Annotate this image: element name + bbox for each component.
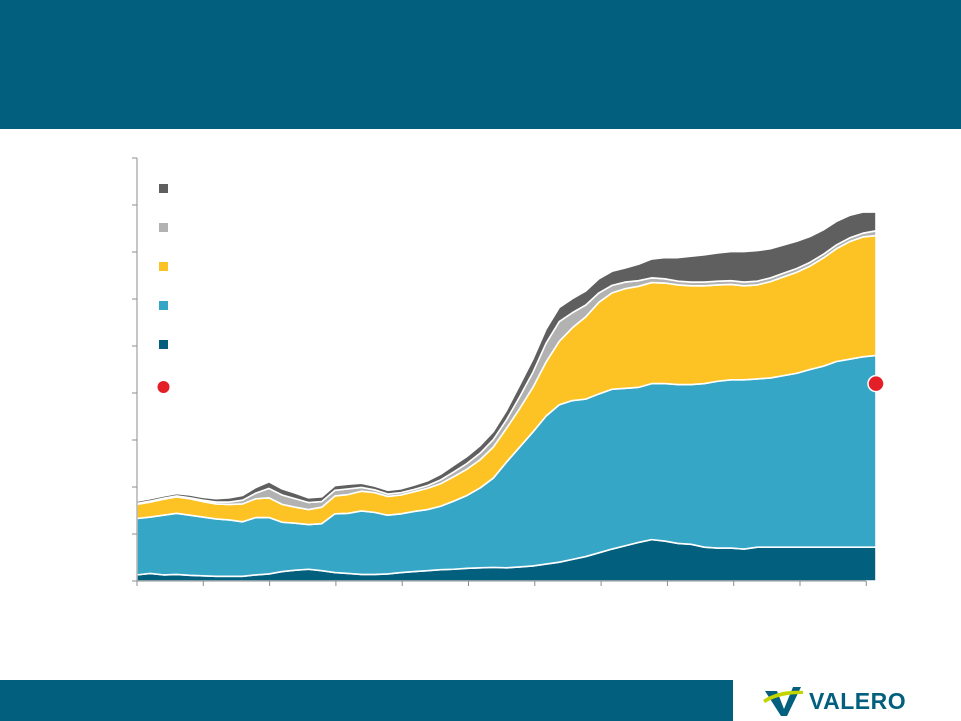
- valero-v-logo-icon: [763, 687, 803, 716]
- data-point-marker: [867, 374, 885, 393]
- logo-text: VALERO: [809, 688, 907, 714]
- legend-marker-point: [157, 381, 170, 393]
- area-series-2: [136, 354, 877, 578]
- logo-box: VALERO: [733, 680, 961, 721]
- chart-area: [0, 129, 961, 680]
- footer-band: VALERO: [0, 680, 961, 721]
- legend-marker-4: [159, 223, 168, 232]
- legend-marker-3: [159, 262, 168, 271]
- stacked-area-chart: [132, 157, 885, 586]
- legend-marker-1: [159, 340, 168, 349]
- area-series-5: [136, 211, 877, 505]
- legend-marker-2: [159, 301, 168, 310]
- header-band: [0, 0, 961, 129]
- legend-marker-5: [159, 184, 168, 193]
